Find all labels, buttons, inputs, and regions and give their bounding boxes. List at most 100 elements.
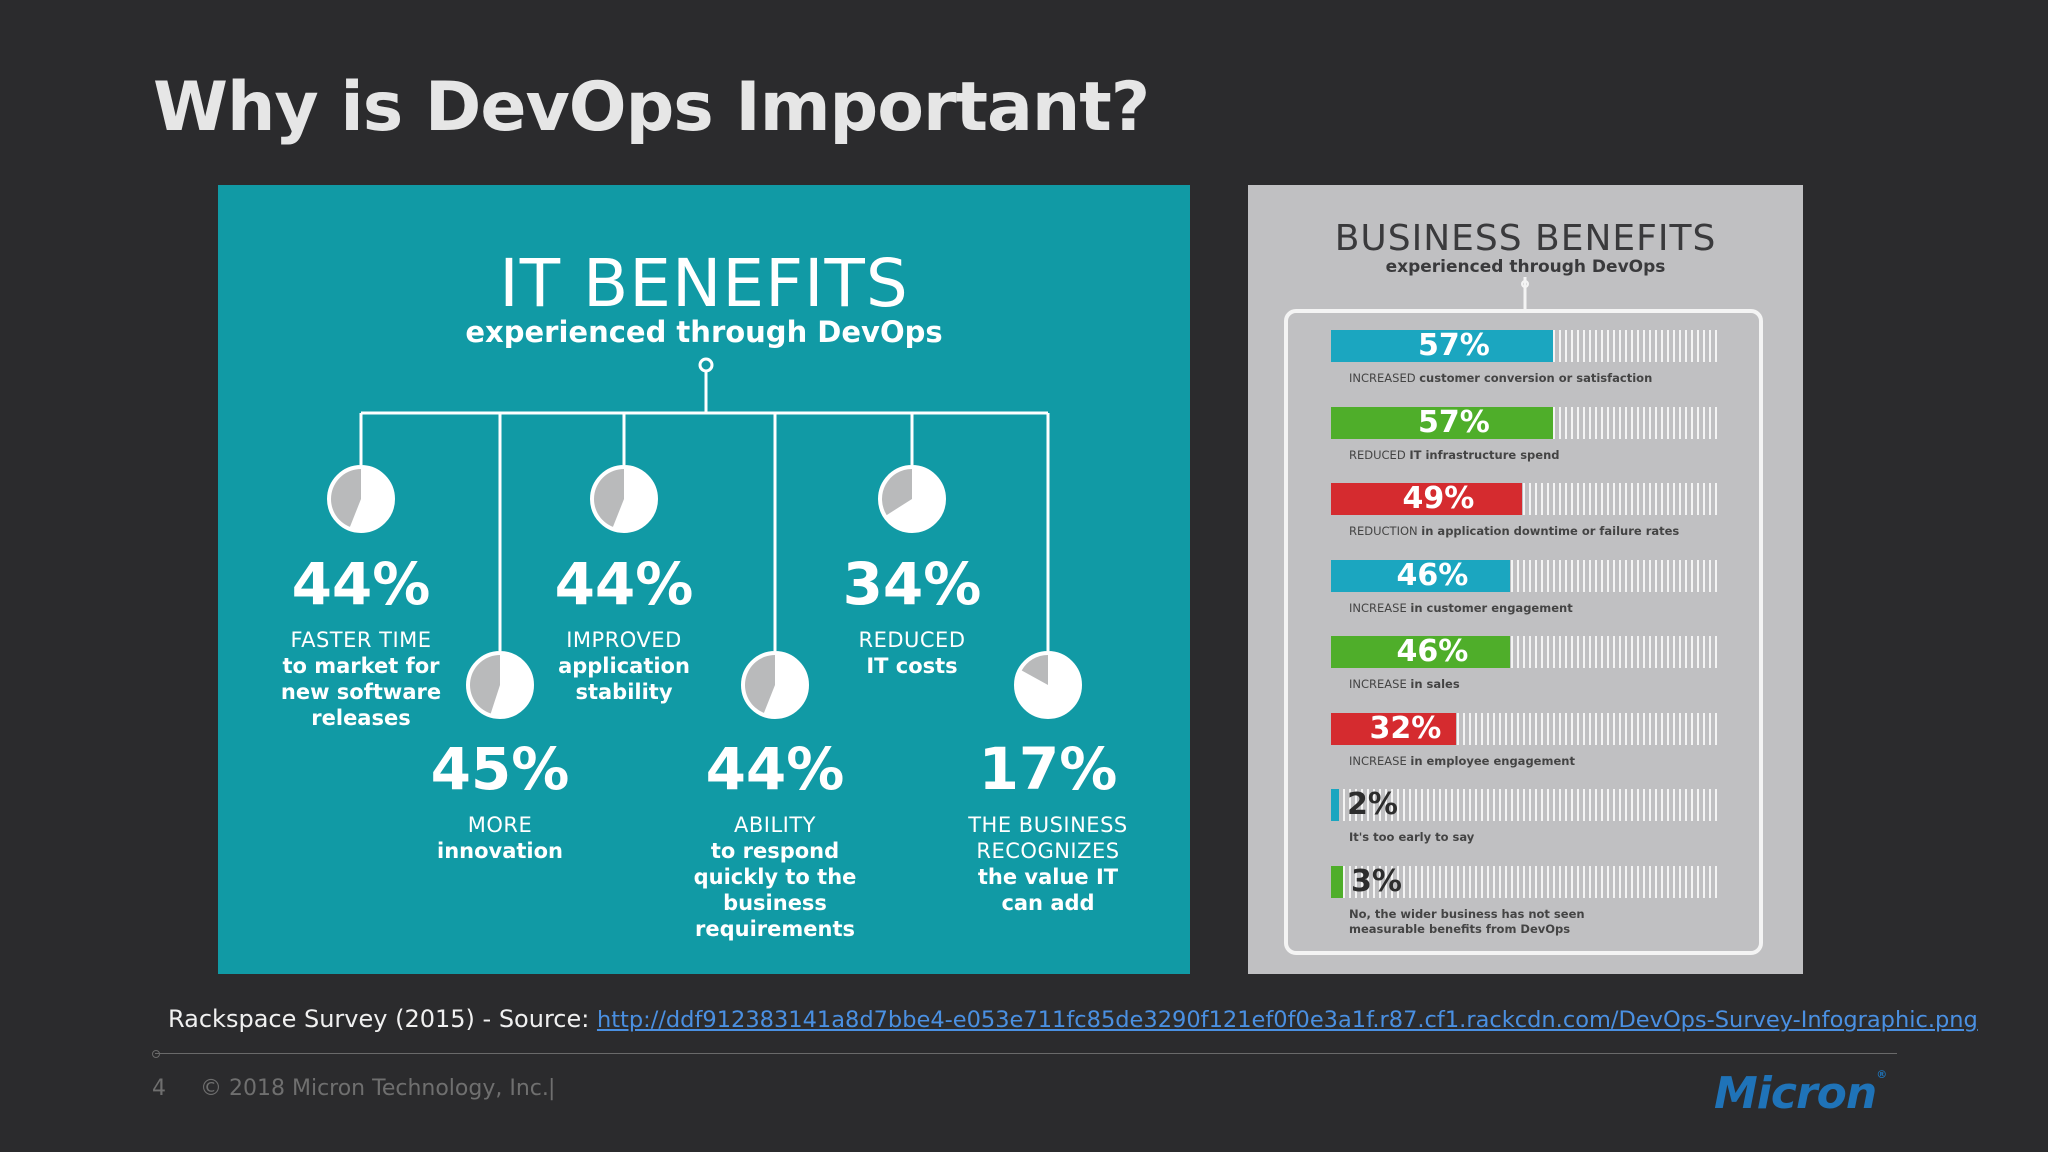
business-benefit-row: 2% It's too early to say (1331, 787, 1721, 851)
page-number: 4 (152, 1076, 166, 1101)
it-benefit-description: innovation (437, 839, 563, 863)
business-benefit-text: in employee engagement (1410, 753, 1575, 768)
it-benefit-caption: REDUCED (858, 628, 966, 652)
business-benefit-row: 57% REDUCED IT infrastructure spend (1331, 404, 1721, 469)
business-benefit-row: 3% No, the wider business has not seen m… (1331, 863, 1721, 936)
business-benefit-percent: 46% (1396, 634, 1469, 669)
tree-root-node (698, 357, 714, 373)
business-benefit-percent: 3% (1351, 863, 1402, 899)
business-benefit-percent: 57% (1418, 328, 1490, 363)
pie-slice (594, 469, 624, 527)
it-benefit-item: 34% REDUCED IT costs (812, 555, 1012, 679)
it-benefits-subtitle: experienced through DevOps (465, 315, 943, 349)
it-benefit-description: to respond quickly to the business requi… (693, 839, 857, 941)
business-benefit-percent: 57% (1418, 404, 1490, 440)
business-benefit-percent: 32% (1369, 710, 1442, 746)
business-benefits-connector (1521, 277, 1529, 311)
benefit-bar (1331, 865, 1343, 898)
business-benefit-percent: 46% (1396, 557, 1469, 593)
it-benefit-percent: 45% (430, 735, 570, 803)
business-benefit-label: INCREASE in sales (1349, 677, 1729, 692)
business-benefit-percent: 49% (1402, 481, 1475, 516)
benefit-bar (1331, 712, 1456, 745)
it-benefit-percent: 44% (291, 550, 431, 618)
business-benefit-label: REDUCED IT infrastructure spend (1349, 448, 1729, 463)
copyright: © 2018 Micron Technology, Inc. (200, 1076, 549, 1101)
business-benefits-title: BUSINESS BENEFITS (1334, 218, 1717, 259)
business-benefit-row: 46% INCREASE in sales (1331, 634, 1721, 698)
it-benefit-percent: 44% (554, 550, 694, 618)
business-benefit-prefix: INCREASE (1349, 677, 1407, 691)
business-benefit-text: in sales (1410, 677, 1460, 691)
business-benefit-prefix: REDUCTION (1349, 524, 1418, 538)
it-benefit-description: IT costs (866, 654, 958, 678)
benefit-bar (1331, 636, 1510, 668)
pie-slice (744, 655, 775, 713)
it-benefit-caption: IMPROVED (566, 628, 682, 652)
business-benefit-text: in application downtime or failure rates (1421, 524, 1680, 538)
micron-logo: Micron® (1714, 1068, 1887, 1119)
business-benefit-row: 57% INCREASED customer conversion or sat… (1331, 328, 1721, 392)
pie-slice (331, 469, 361, 527)
it-benefit-item: 44% FASTER TIME to market for new softwa… (261, 555, 461, 731)
business-benefits-panel: BUSINESS BENEFITS experienced through De… (1248, 185, 1803, 974)
business-benefit-prefix: REDUCED (1349, 447, 1406, 462)
benefit-bar (1331, 406, 1553, 439)
business-benefit-label: It's too early to say (1349, 830, 1729, 845)
business-benefit-text: IT infrastructure spend (1409, 447, 1560, 462)
bar-track (1331, 789, 1721, 821)
pie-slice (1021, 655, 1048, 685)
bar-track (1331, 865, 1721, 898)
it-benefit-percent: 44% (705, 735, 845, 803)
slide-title: Why is DevOps Important? (153, 68, 1150, 147)
business-benefit-text: It's too early to say (1349, 830, 1475, 844)
benefit-bar (1331, 559, 1510, 592)
business-benefit-label: INCREASE in employee engagement (1349, 754, 1729, 769)
it-benefit-item: 44% IMPROVED application stability (524, 555, 724, 705)
it-benefits-panel: IT BENEFITS experienced through DevOps 4… (218, 185, 1190, 974)
it-benefit-caption: MORE (467, 813, 533, 837)
business-benefit-prefix: INCREASED (1349, 371, 1416, 385)
benefit-bar (1331, 330, 1553, 362)
business-benefit-label: INCREASED customer conversion or satisfa… (1349, 371, 1729, 386)
footer-divider (155, 1053, 1897, 1054)
it-benefit-item: 44% ABILITY to respond quickly to the bu… (675, 740, 875, 942)
business-benefit-label: REDUCTION in application downtime or fai… (1349, 524, 1729, 539)
business-benefits-subtitle: experienced through DevOps (1385, 257, 1666, 277)
it-benefit-description: to market for new software releases (280, 654, 442, 730)
it-benefit-description: application stability (558, 654, 690, 704)
pie-slice (882, 469, 912, 516)
registered-mark-icon: ® (1876, 1068, 1887, 1081)
it-benefits-title: IT BENEFITS (499, 245, 909, 322)
benefit-bar (1331, 789, 1339, 821)
it-benefits-tree (327, 357, 1082, 719)
business-benefits-frame (1284, 309, 1763, 955)
business-benefit-label: INCREASE in customer engagement (1349, 601, 1729, 616)
business-benefit-text: in customer engagement (1410, 600, 1573, 615)
pie-slice (470, 655, 500, 714)
business-benefit-percent: 2% (1347, 787, 1398, 822)
benefit-bar (1331, 483, 1522, 515)
business-benefit-text: customer conversion or satisfaction (1419, 371, 1653, 385)
business-benefit-prefix: INCREASE (1349, 600, 1407, 615)
it-benefit-item: 45% MORE innovation (400, 740, 600, 864)
it-benefit-percent: 34% (842, 550, 982, 618)
footer-dot (152, 1050, 160, 1058)
it-benefit-description: the value IT can add (977, 865, 1119, 915)
business-benefit-row: 46% INCREASE in customer engagement (1331, 557, 1721, 622)
it-benefit-item: 17% THE BUSINESS RECOGNIZES the value IT… (948, 740, 1148, 916)
micron-logo-text: Micron (1714, 1068, 1877, 1119)
it-benefit-percent: 17% (978, 735, 1118, 803)
business-benefit-row: 49% REDUCTION in application downtime or… (1331, 481, 1721, 545)
it-benefit-caption: FASTER TIME (290, 628, 432, 652)
business-benefit-text: No, the wider business has not seen meas… (1349, 906, 1585, 936)
business-benefit-prefix: INCREASE (1349, 753, 1407, 768)
source-citation: Rackspace Survey (2015) - Source: http:/… (168, 1005, 1978, 1033)
footer-separator: | (548, 1076, 556, 1101)
source-link[interactable]: http://ddf912383141a8d7bbe4-e053e711fc85… (596, 1007, 1978, 1033)
source-prefix: Rackspace Survey (2015) - Source: (168, 1005, 597, 1033)
business-benefit-label: No, the wider business has not seen meas… (1349, 907, 1729, 937)
it-benefit-caption: THE BUSINESS RECOGNIZES (968, 813, 1128, 863)
it-benefit-caption: ABILITY (733, 813, 816, 837)
business-benefit-row: 32% INCREASE in employee engagement (1331, 710, 1721, 775)
